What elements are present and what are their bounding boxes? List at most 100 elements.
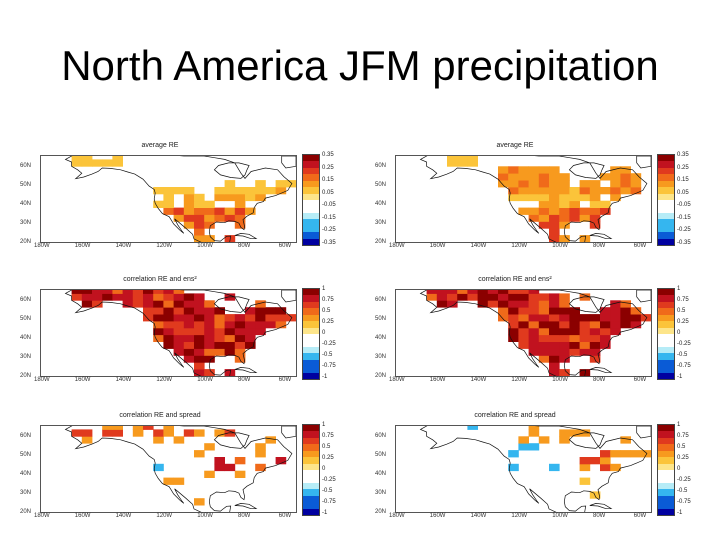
colorbar-swatch <box>658 482 674 490</box>
lon-tick-label: 140W <box>115 377 132 383</box>
grid-cell <box>255 307 266 315</box>
grid-cell <box>245 193 256 202</box>
colorbar-tick-label: 0.05 <box>677 189 689 196</box>
grid-cell <box>518 166 529 174</box>
map-svg <box>64 290 296 376</box>
grid-cell <box>245 321 256 329</box>
grid-cell <box>518 334 529 342</box>
grid-cell <box>549 207 560 215</box>
grid-cell <box>143 290 154 294</box>
lat-tick-label: 20N <box>375 239 387 245</box>
grid-cell <box>589 187 601 195</box>
lon-tick-label: 100W <box>197 377 213 383</box>
colorbar-tick-label: -0.75 <box>677 363 691 369</box>
grid-cell <box>194 321 205 329</box>
grid-cell <box>163 314 174 322</box>
grid-cell <box>498 300 509 308</box>
grid-cell <box>600 457 611 465</box>
colorbar-tick-label: 0.25 <box>677 164 689 171</box>
colorbar-tick-label: -0.75 <box>677 499 691 505</box>
grid-cell <box>204 355 215 363</box>
grid-cell <box>194 327 205 336</box>
grid-cell <box>436 290 448 294</box>
lat-axis: 60N 50N 40N 30N 20N <box>375 289 393 379</box>
grid-cell <box>528 314 540 322</box>
grid-cell <box>153 463 164 472</box>
colorbar-swatch <box>658 219 674 227</box>
colorbar-swatch <box>303 193 319 201</box>
grid-cell <box>194 341 205 349</box>
grid-cell <box>549 235 560 242</box>
cuba-coast <box>234 233 258 240</box>
grid-cell <box>153 290 164 294</box>
colorbar-tick-label: -0.75 <box>322 499 336 505</box>
lon-tick-label: 120W <box>511 377 528 383</box>
colorbar-swatch <box>303 180 319 188</box>
grid-cell <box>92 159 103 167</box>
map-title: correlation RE and ens² <box>123 276 197 283</box>
grid-cell <box>528 429 540 437</box>
colorbar-tick-label: 0 <box>322 466 326 472</box>
grid-cell <box>569 341 580 349</box>
colorbar-swatch <box>303 470 319 477</box>
grid-cell <box>569 321 580 329</box>
lat-tick-label: 20N <box>20 509 32 515</box>
colorbar-tick-label: 0.5 <box>322 444 331 450</box>
grid-cell <box>426 290 438 294</box>
grid-cell <box>194 450 205 458</box>
map-title: average RE <box>141 142 179 149</box>
grid-cell <box>498 166 509 174</box>
grid-cell <box>549 173 560 181</box>
colorbar-swatch <box>303 232 319 240</box>
lon-tick-label: 160W <box>74 513 91 519</box>
colorbar-swatch <box>303 174 319 182</box>
grid-cell <box>265 436 276 444</box>
grid-cell <box>600 207 611 215</box>
grid-cell <box>549 193 560 202</box>
grid-cell <box>579 477 591 485</box>
colorbar-tick-label: 0 <box>322 330 326 336</box>
grid-cell <box>255 300 266 308</box>
grid-cell <box>183 341 195 349</box>
colorbar-swatch <box>303 359 319 367</box>
grid-cell <box>457 156 468 160</box>
grid-cell <box>579 207 591 215</box>
lat-tick-label: 30N <box>20 220 32 226</box>
lon-tick-label: 80W <box>593 243 606 249</box>
grid-cell <box>234 470 246 478</box>
colorbar-swatch <box>303 289 319 296</box>
lat-tick-label: 40N <box>375 471 387 477</box>
grid-cell <box>498 173 509 181</box>
colorbar-swatch <box>303 301 319 309</box>
grid-cell <box>630 180 642 188</box>
grid-cell <box>194 235 205 242</box>
grid-cell <box>518 314 529 322</box>
colorbar-tick-label: 0.5 <box>677 308 686 314</box>
grid-cell <box>183 327 195 336</box>
grid-cell <box>194 334 205 342</box>
colorbar-swatch <box>658 431 674 439</box>
map-svg <box>419 426 651 512</box>
lat-tick-label: 60N <box>20 163 32 169</box>
colorbar-tick-label: 1 <box>677 286 681 292</box>
grid-cell <box>559 334 570 342</box>
lon-tick-label: 80W <box>593 377 606 383</box>
grid-cell <box>183 348 195 356</box>
grid-cell <box>194 293 205 301</box>
precip-cells <box>447 156 642 242</box>
lon-axis: 180W 160W 140W 120W 100W 80W 60W <box>389 377 650 385</box>
map-svg <box>64 426 296 512</box>
colorbar-tick-label: -0.5 <box>677 352 688 358</box>
colorbar-swatch <box>658 334 674 341</box>
lat-axis: 60N 50N 40N 30N 20N <box>20 289 38 379</box>
grid-cell <box>153 334 164 342</box>
grid-cell <box>204 334 215 342</box>
lat-tick-label: 60N <box>20 297 32 303</box>
grid-cell <box>559 314 570 322</box>
lat-tick-label: 40N <box>20 471 32 477</box>
grid-cell <box>569 334 580 342</box>
grid-cell <box>71 159 83 167</box>
colorbar-labels: 0.35 0.25 0.15 0.05 -0.05 -0.15 -0.25 -0.35 <box>322 150 352 246</box>
colorbar-swatch <box>303 187 319 195</box>
lat-tick-label: 20N <box>375 373 387 379</box>
